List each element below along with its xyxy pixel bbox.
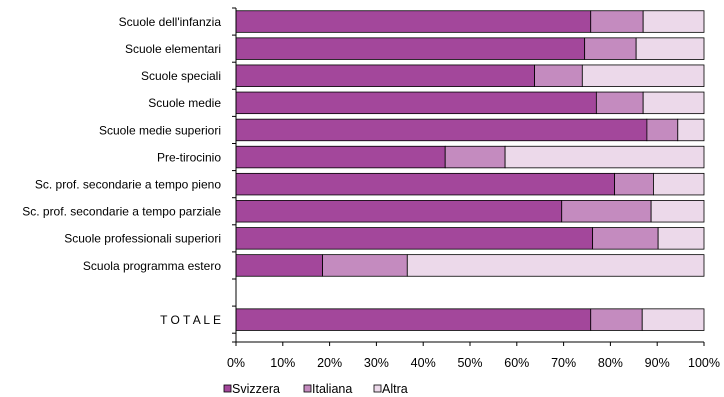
bar-altra-sc-prof-secondarie-a-tempo-parziale	[650, 200, 705, 223]
bar-italiana-t-o-t-a-l-e	[590, 308, 643, 331]
category-label-scuole-professionali-superiori: Scuole professionali superiori	[64, 232, 221, 246]
bar-svizzera-scuole-elementari	[235, 37, 586, 60]
bar-svizzera-scuole-medie	[235, 91, 597, 115]
bar-altra-t-o-t-a-l-e	[641, 308, 705, 331]
x-tick-label-7: 70%	[551, 356, 576, 370]
bar-italiana-pre-tirocinio	[444, 145, 506, 169]
x-tick-labels: 0% 10% 20% 30% 40% 50% 60% 70% 80% 90% 100%	[227, 356, 720, 370]
category-label-sc-prof-secondarie-a-tempo-pieno: Sc. prof. secondarie a tempo pieno	[35, 177, 221, 191]
category-label-scuole-medie-superiori: Scuole medie superiori	[99, 123, 221, 137]
x-tick-label-0: 0%	[227, 356, 245, 370]
bar-svizzera-pre-tirocinio	[235, 145, 446, 169]
bar-altra-scuole-medie-superiori	[677, 118, 705, 142]
x-tick-label-5: 50%	[457, 356, 482, 370]
bar-svizzera-scuole-professionali-superiori	[235, 227, 594, 250]
category-label-scuole-medie: Scuole medie	[148, 96, 221, 110]
bar-altra-scuole-dell-infanzia	[642, 10, 705, 33]
bar-svizzera-sc-prof-secondarie-a-tempo-parziale	[235, 200, 563, 223]
x-tick-label-2: 20%	[317, 356, 342, 370]
legend-swatch-svizzera	[223, 384, 232, 393]
bar-svizzera-sc-prof-secondarie-a-tempo-pieno	[235, 172, 616, 196]
bar-italiana-scuole-professionali-superiori	[592, 227, 659, 250]
bar-altra-scuole-professionali-superiori	[657, 227, 705, 250]
legend-label-italiana: Italiana	[312, 382, 352, 396]
bar-svizzera-scuola-programma-estero	[235, 254, 323, 277]
category-label-scuole-elementari: Scuole elementari	[125, 42, 221, 56]
category-label-scuole-speciali: Scuole speciali	[141, 69, 221, 83]
bar-svizzera-scuole-medie-superiori	[235, 118, 648, 142]
category-label-sc-prof-secondarie-a-tempo-parziale: Sc. prof. secondarie a tempo parziale	[22, 205, 221, 219]
bars-layer	[235, 10, 705, 331]
x-tick-label-4: 40%	[411, 356, 436, 370]
x-tick-label-9: 90%	[645, 356, 670, 370]
legend-label-altra: Altra	[382, 382, 408, 396]
bar-svizzera-scuole-dell-infanzia	[235, 10, 592, 33]
bar-svizzera-scuole-speciali	[235, 64, 535, 87]
bar-italiana-scuole-speciali	[534, 64, 583, 87]
category-label-scuola-programma-estero: Scuola programma estero	[83, 259, 221, 273]
bar-altra-scuole-medie	[642, 91, 705, 115]
axes-layer	[232, 7, 705, 346]
bar-altra-scuole-speciali	[581, 64, 705, 87]
bar-italiana-scuole-elementari	[584, 37, 637, 60]
bar-italiana-scuole-dell-infanzia	[590, 10, 644, 33]
x-tick-label-10: 100%	[688, 356, 720, 370]
bar-italiana-scuole-medie-superiori	[646, 118, 679, 142]
x-tick-label-8: 80%	[598, 356, 623, 370]
bar-altra-scuola-programma-estero	[406, 254, 705, 277]
category-label-scuole-dell-infanzia: Scuole dell'infanzia	[119, 15, 222, 29]
bar-italiana-scuole-medie	[595, 91, 644, 115]
legend-swatch-italiana	[303, 384, 312, 393]
bar-italiana-sc-prof-secondarie-a-tempo-parziale	[561, 200, 652, 223]
bar-svizzera-t-o-t-a-l-e	[235, 308, 592, 331]
bar-altra-scuole-elementari	[635, 37, 705, 60]
bar-altra-pre-tirocinio	[504, 145, 705, 169]
legend-label-svizzera: Svizzera	[232, 382, 280, 396]
bar-italiana-sc-prof-secondarie-a-tempo-pieno	[614, 172, 654, 196]
category-label-pre-tirocinio: Pre-tirocinio	[157, 150, 221, 164]
category-label-t-o-t-a-l-e: T O T A L E	[160, 313, 221, 327]
x-tick-label-3: 30%	[364, 356, 389, 370]
category-labels: Scuole dell'infanzia Scuole elementari Scu…	[22, 15, 221, 327]
legend: Svizzera Italiana Altra	[223, 382, 408, 396]
legend-swatch-altra	[373, 384, 382, 393]
x-tick-label-6: 60%	[504, 356, 529, 370]
bar-altra-sc-prof-secondarie-a-tempo-pieno	[653, 172, 705, 196]
x-tick-label-1: 10%	[270, 356, 295, 370]
bar-italiana-scuola-programma-estero	[322, 254, 408, 277]
